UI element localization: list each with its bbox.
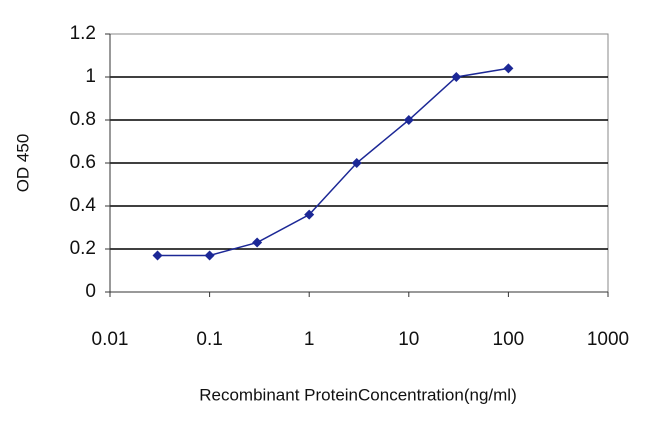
x-tick-label: 1000 <box>587 329 629 350</box>
data-point <box>252 237 263 248</box>
y-tick-label: 1 <box>85 66 96 87</box>
x-tick-label: 0.1 <box>196 329 222 350</box>
x-tick-label: 10 <box>398 329 419 350</box>
y-axis-title: OD 450 <box>13 134 32 193</box>
x-tick-label: 1 <box>304 329 315 350</box>
data-point <box>204 250 215 261</box>
y-tick-label: 0.6 <box>70 152 96 173</box>
x-tick-label: 0.01 <box>92 329 129 350</box>
y-tick-label: 0.4 <box>70 195 97 216</box>
data-point <box>451 72 462 82</box>
y-tick-label: 0.2 <box>70 238 96 259</box>
data-point <box>152 250 163 261</box>
data-point <box>304 209 315 220</box>
x-axis-title: Recombinant ProteinConcentration(ng/ml) <box>199 385 517 404</box>
data-point <box>351 158 362 168</box>
data-point <box>403 115 414 125</box>
y-tick-label: 0 <box>85 281 96 302</box>
x-tick-label: 100 <box>493 329 525 350</box>
data-line <box>157 67 509 257</box>
data-point <box>503 63 514 74</box>
y-tick-label: 0.8 <box>70 109 96 130</box>
y-tick-label: 1.2 <box>70 23 96 44</box>
